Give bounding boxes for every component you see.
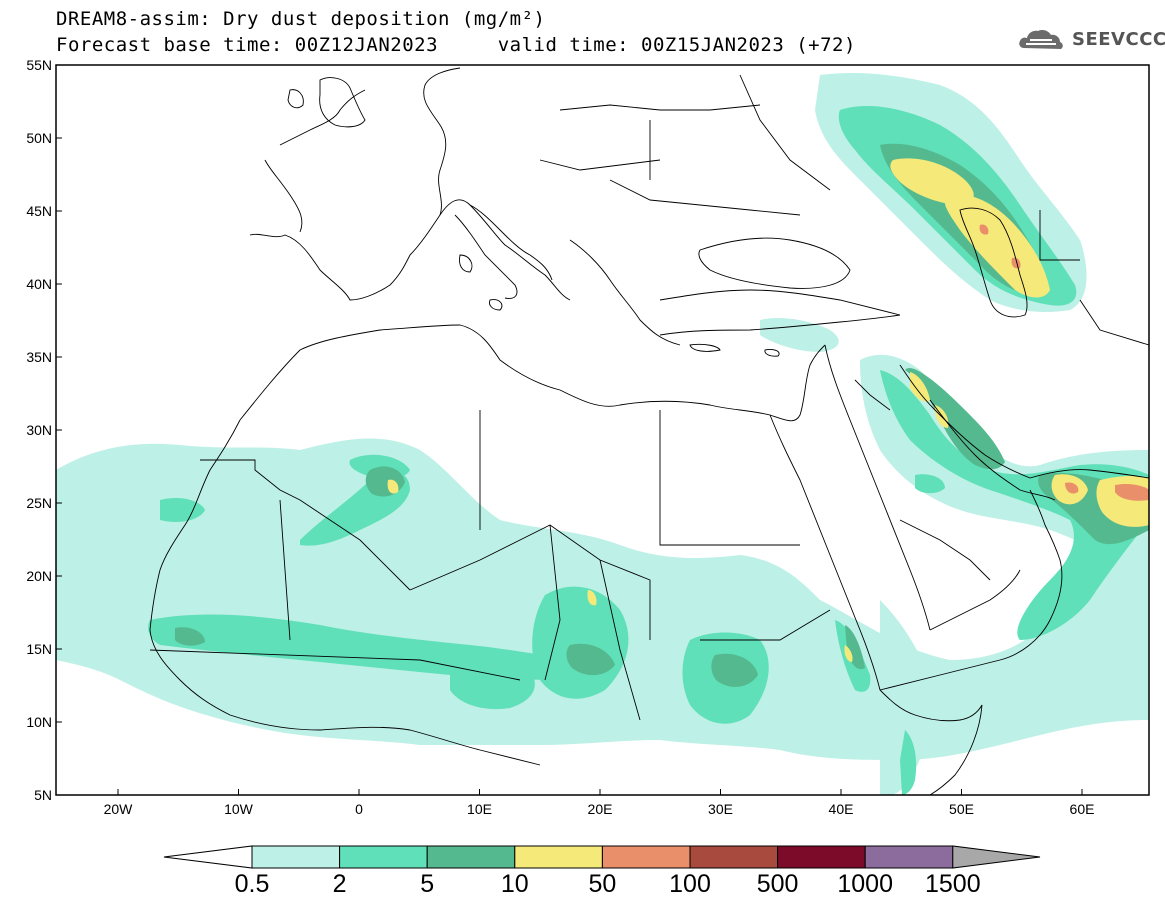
- longitude-axis: 20W 10W 0 10E 20E 30E 40E 50E 60E: [104, 789, 1095, 817]
- legend-swatch: [777, 845, 866, 869]
- lat-tick-label: 25N: [26, 495, 52, 511]
- lon-tick-label: 30E: [708, 801, 733, 817]
- legend-level-label: 100: [669, 870, 711, 898]
- lat-tick-label: 15N: [26, 641, 52, 657]
- legend-level-label: 1500: [925, 870, 981, 898]
- lat-tick-label: 35N: [26, 349, 52, 365]
- lon-tick-label: 20W: [104, 801, 134, 817]
- lat-tick-label: 10N: [26, 714, 52, 730]
- lon-tick-label: 20E: [588, 801, 613, 817]
- legend-swatch: [601, 845, 691, 869]
- legend-level-label: 2: [333, 870, 347, 898]
- lat-tick-label: 50N: [26, 130, 52, 146]
- dust-deposition-field: [56, 67, 1149, 795]
- logo-text: SEEVCCC: [1072, 29, 1165, 50]
- lon-tick-label: 40E: [829, 801, 854, 817]
- legend-level-label: 1000: [837, 870, 893, 898]
- chart-title: DREAM8-assim: Dry dust deposition (mg/m²…: [56, 8, 546, 30]
- coastlines-borders: [149, 67, 1149, 795]
- legend-swatch: [426, 845, 516, 869]
- legend-swatch: [864, 845, 954, 869]
- legend-swatch: [689, 845, 779, 869]
- legend-over-arrow: [952, 845, 1041, 869]
- lon-tick-label: 10W: [224, 801, 254, 817]
- legend-under-arrow: [163, 845, 253, 869]
- lon-tick-label: 0: [355, 801, 363, 817]
- lat-tick-label: 55N: [26, 57, 52, 73]
- contour-level-50: [979, 224, 1149, 501]
- legend-level-label: 10: [501, 870, 529, 898]
- lat-tick-label: 5N: [34, 787, 52, 803]
- lat-tick-label: 30N: [26, 422, 52, 438]
- forecast-time-subtitle: Forecast base time: 00Z12JAN2023 valid t…: [56, 34, 856, 56]
- lon-tick-label: 60E: [1070, 801, 1095, 817]
- legend-level-label: 0.5: [235, 870, 270, 898]
- legend-level-label: 50: [588, 870, 616, 898]
- lat-tick-label: 45N: [26, 203, 52, 219]
- lat-tick-label: 40N: [26, 276, 52, 292]
- legend-colorbar: 0.5 2 5 10 50 100 500 1000 1500: [163, 845, 1041, 898]
- lon-tick-label: 50E: [949, 801, 974, 817]
- lon-tick-label: 10E: [467, 801, 492, 817]
- latitude-axis: 55N 50N 45N 40N 35N 30N 25N 20N 15N 10N 5N: [26, 57, 62, 803]
- lat-tick-label: 20N: [26, 568, 52, 584]
- legend-level-label: 500: [757, 870, 799, 898]
- legend-level-label: 5: [420, 870, 434, 898]
- legend-swatch: [339, 845, 428, 869]
- legend-swatch: [514, 845, 603, 869]
- cloud-logo-icon: [1019, 30, 1063, 49]
- legend-swatch: [251, 845, 341, 869]
